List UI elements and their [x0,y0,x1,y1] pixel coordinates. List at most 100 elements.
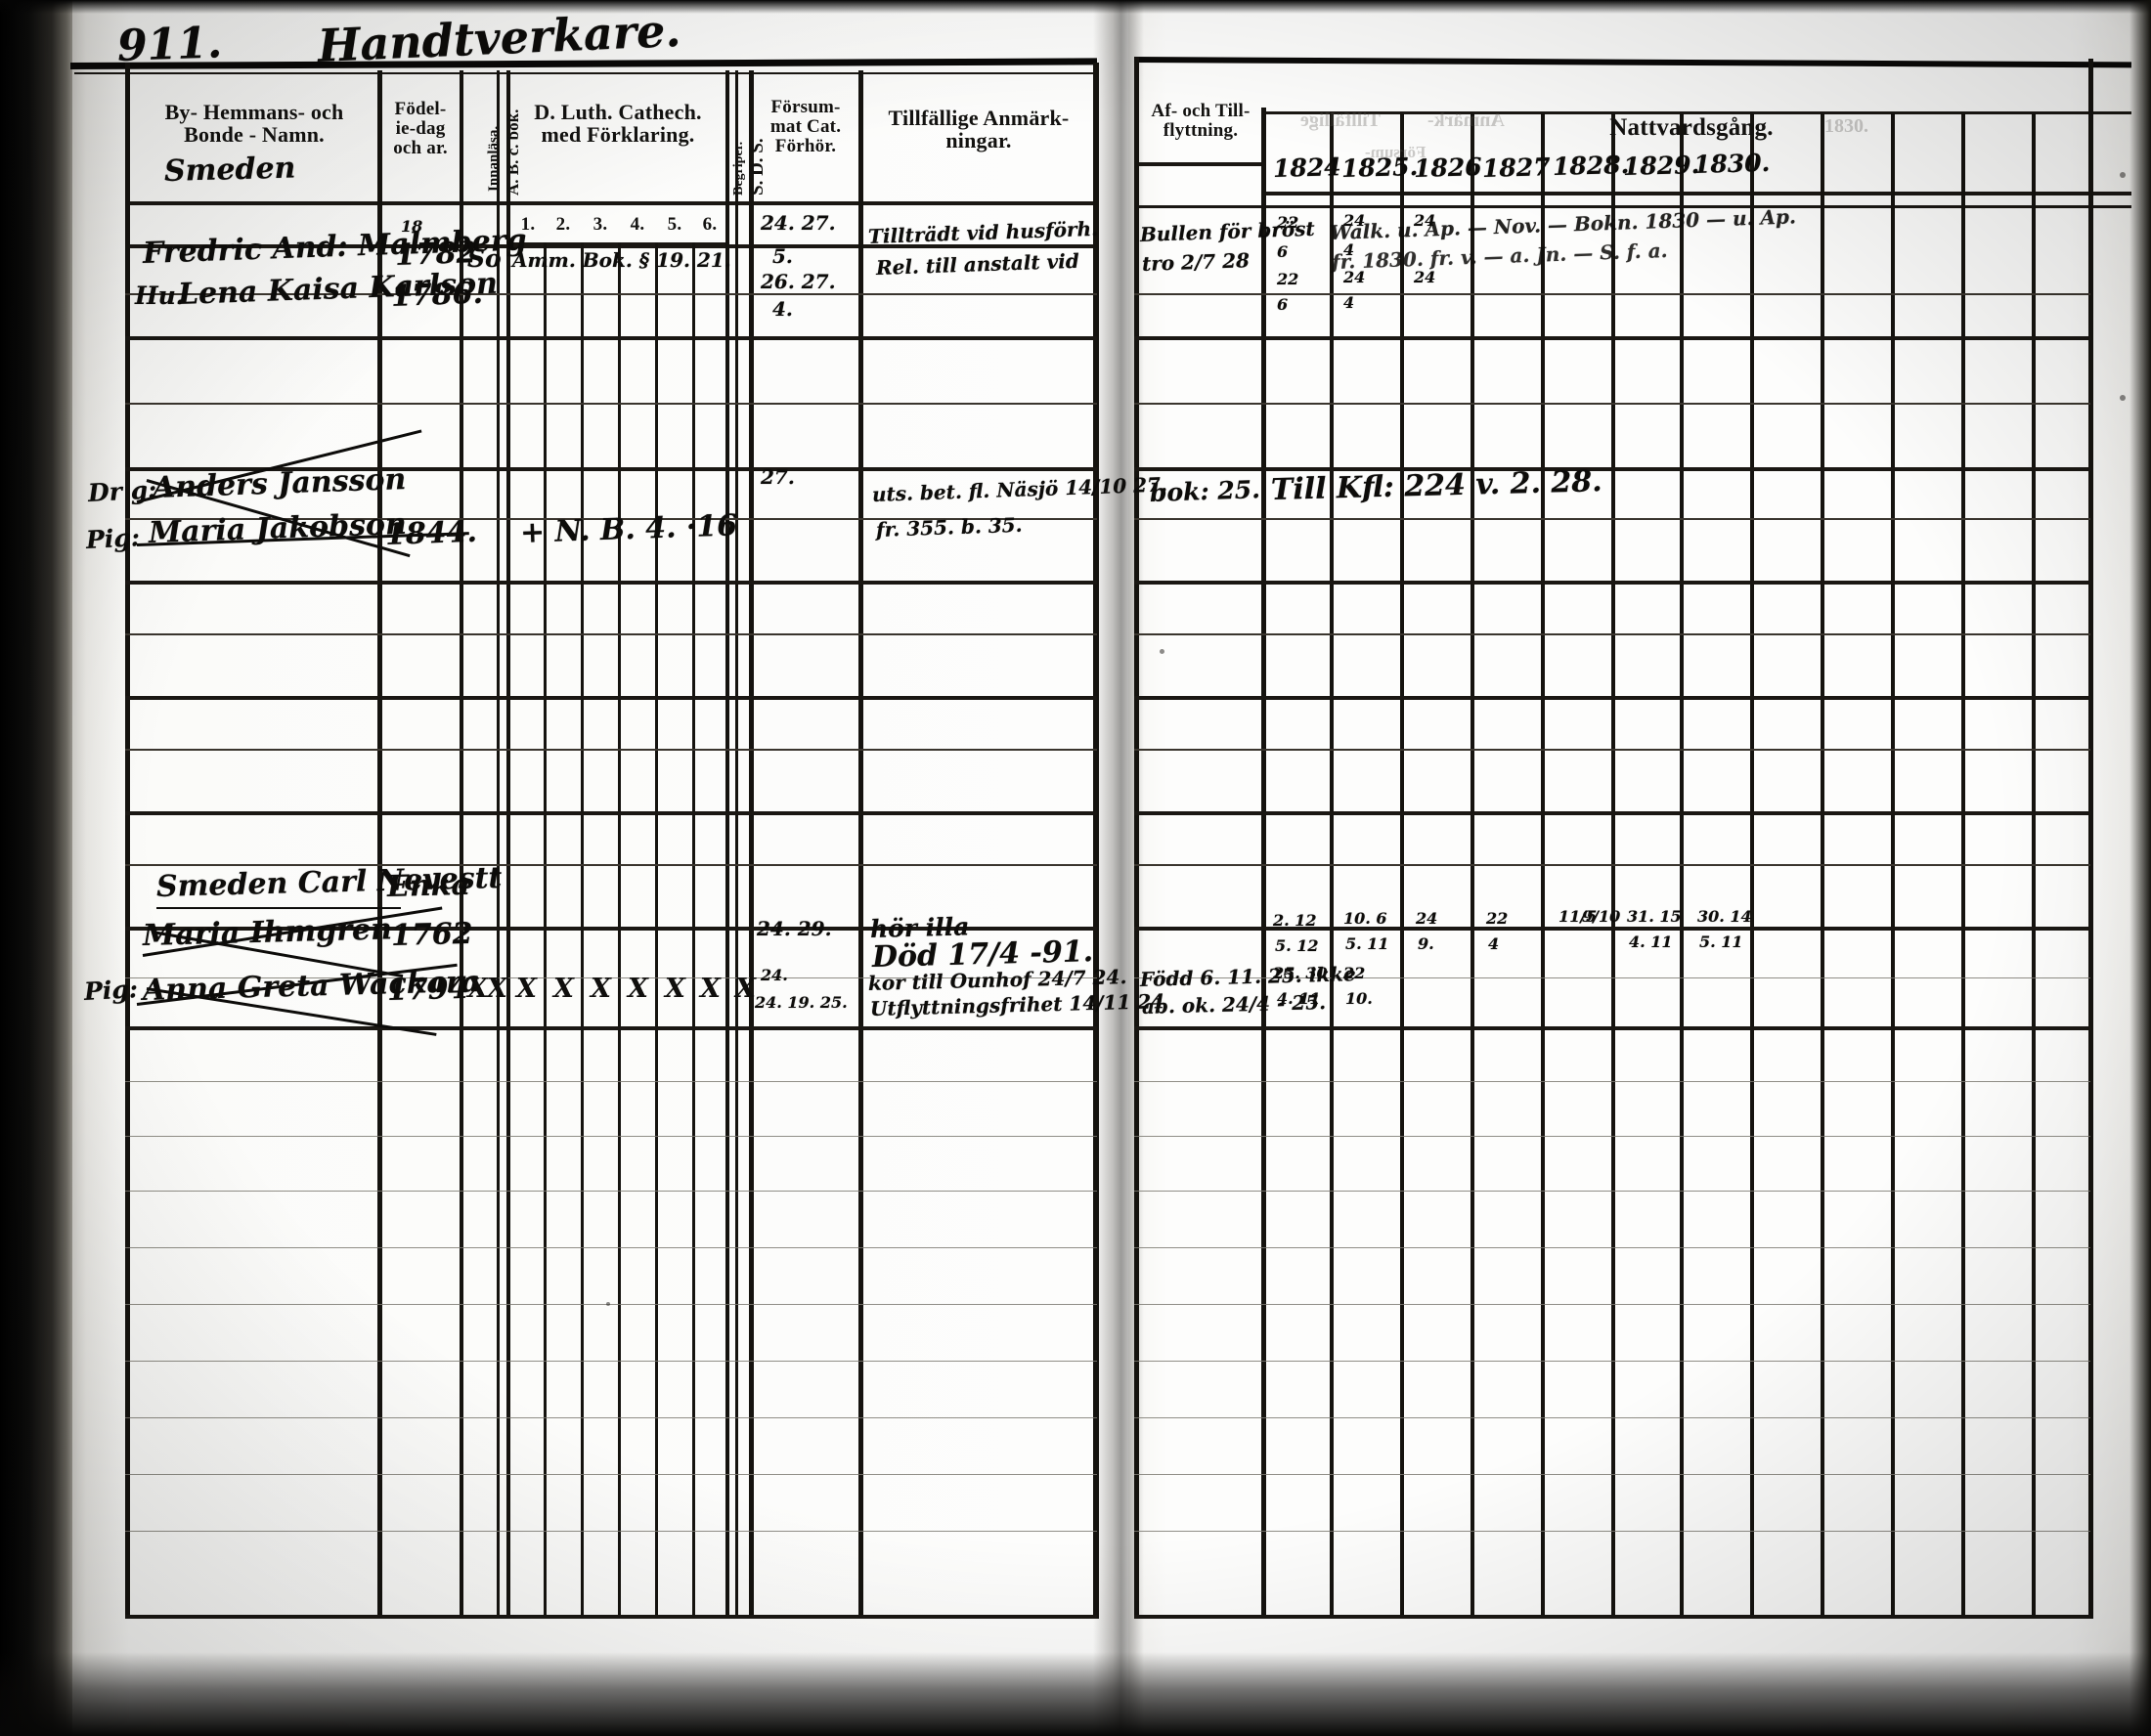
vline-year-1824 [1330,113,1334,1619]
row-birth-year: 1786. [390,276,484,314]
nattvard-1825-top: 24 [1343,268,1366,286]
row-prefix: Hu. [135,282,185,310]
top-rule-2 [74,72,1097,74]
nattvard-1827-top: 22 [1486,909,1509,928]
vline-year-1826 [1471,113,1474,1619]
row-forsummat-2: 24. 19. 25. [755,993,848,1012]
vline-year-blank-2 [1891,113,1895,1619]
row-prefix: Pig: [85,523,141,554]
vline-left-page-right-border [1093,63,1099,1619]
bleed-ghost-4: 1830. [1824,115,1868,137]
year-label-1829: 1829. [1622,150,1700,181]
vline-left-border [125,63,130,1619]
nattvard-1825-bot: 5. 11 [1345,934,1389,953]
catech-x-4: X [553,974,574,1004]
colhead-begriper: Begriper. [731,141,746,195]
row-flyttning-2: tro 2/7 28 [1141,248,1251,276]
vline-year-1829 [1680,113,1684,1619]
book-top-edge [0,0,2151,14]
vline-catech-3 [618,242,621,1619]
book-left-edge [0,0,72,1736]
catech-sub-2: 2. [555,214,571,235]
year-label-1830: 1830. [1692,148,1771,179]
vline-catech-2 [581,242,584,1619]
nattvard-1826-bot: 9. [1418,934,1434,953]
vline-catech-begriper [725,70,729,1619]
vline-year-1827 [1541,113,1545,1619]
name-underline [156,907,401,909]
colhead-nattvardsgang: Nattvardsgång. [1609,114,1774,141]
flytt-header-rule [1134,162,1261,166]
catech-sub-1: 1. [520,214,536,235]
year-label-1827: 1827 [1481,152,1551,183]
colhead-forsummat: Försum- mat Cat. Förhör. [769,97,842,156]
vline-right-left-border [1134,57,1139,1619]
vline-year-1828 [1611,113,1615,1619]
nattvard-1824-bot: 5. 12 [1275,936,1319,955]
colhead-catech: D. Luth. Cathech. med Förklaring. [534,100,702,147]
vline-begriper-sds [735,70,738,1619]
catech-sub-6: 6. [702,214,718,235]
colhead-name: By- Hemmans- och Bonde - Namn. [164,100,344,147]
row-forsummat-2: 4. [772,297,793,321]
nattvard-1829-bot: 4. 11 [1629,933,1673,951]
nattvard-1825-top: 10. 6 [1343,909,1387,928]
vline-catech-1 [544,242,547,1619]
catech-x-1: X [467,974,488,1004]
right-body-top-rule [1134,205,2131,208]
vline-year-blank-3 [1961,113,1965,1619]
nattvard-1825-bot: 4 [1343,293,1355,312]
year-label-1824: 1824 [1272,152,1341,183]
right-page-surface [1128,0,2151,1736]
row-civil-status: Enka [386,867,471,904]
book-right-edge [2129,0,2151,1736]
row-flyttning: bok: 25. [1149,475,1261,507]
catech-sub-5: 5. [667,214,682,235]
nattvard-1825-bot: 4 [1343,240,1355,259]
vline-flytt-nattvard [1261,108,1266,1619]
nattvard-1824-top: 22 [1277,270,1299,288]
nattvard-group-rule [1261,111,2131,114]
row-forsummat: 26. 27. [761,270,836,293]
nattvard-1825-top: 24 [1343,211,1366,230]
vline-catech-5 [692,242,695,1619]
catech-sub-4: 4. [630,214,645,235]
row-birth-year: 1794 [386,971,469,1008]
nattvard-1824-bot: 6 [1277,295,1289,314]
vline-abc-catech [506,70,510,1619]
colhead-flyttning: Af- och Till- flyttning. [1151,101,1251,141]
catech-x-2: X [487,974,507,1004]
catech-x-3: X [516,974,537,1004]
nattvard-1830-top: 30. 14 [1697,907,1752,926]
nattvard-1827-bot: 4 [1488,934,1500,953]
catech-x-5: X [591,974,611,1004]
vline-year-1825 [1400,113,1404,1619]
catech-subrule [508,242,725,245]
colhead-innanlas: Innanläsa. [486,125,502,192]
nattvard-1829-top: 31. 15 [1627,907,1682,926]
vline-innanlas-abc [497,70,500,1619]
nattvard-1824-top: 25. 30 [1273,964,1328,982]
row-forsummat: 24. 27. [761,211,836,235]
colhead-birth: Födel- ie-dag och ar. [393,99,448,158]
nattvard-1826-top: 24 [1416,909,1438,928]
year-rule [1261,192,2131,195]
left-page-surface [61,0,1128,1736]
vline-right-border [2088,59,2093,1619]
row-catech-note: Amm. Bok. § 19. 21. [512,248,731,272]
catech-x-8: X [700,974,721,1004]
vline-name-birth [377,70,382,1619]
nattvard-1824-bot: 6 [1277,242,1289,261]
nattvard-1825-top: 22 [1343,964,1366,982]
catech-sub-3: 3. [593,214,608,235]
row-birth-year: 1762 [390,916,473,953]
row-birth-day: 18 [401,217,423,236]
row-name: Maria Ihmgren [142,912,393,953]
nattvard-1826-top: 24 [1414,268,1436,286]
vline-year-blank-1 [1821,113,1824,1619]
nattvard-1826-top: 24 [1414,211,1436,230]
nattvard-1824-top: 2. 12 [1273,911,1317,930]
village-heading: Smeden [163,151,296,189]
row-forsummat: 27. [761,465,795,489]
